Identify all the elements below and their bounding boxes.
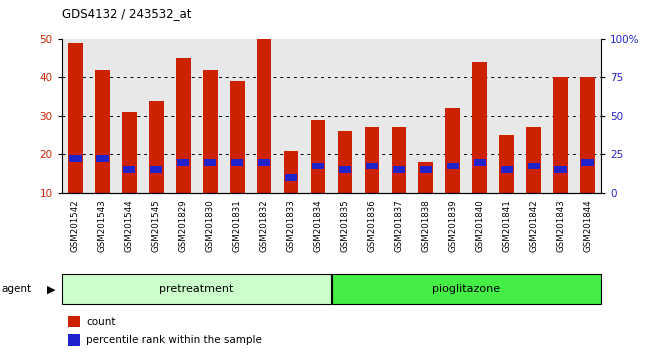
Bar — [68, 335, 80, 346]
Bar — [499, 135, 514, 193]
Bar — [553, 78, 568, 193]
Bar — [445, 108, 460, 193]
Bar — [447, 162, 459, 170]
Bar — [420, 166, 432, 173]
Text: percentile rank within the sample: percentile rank within the sample — [86, 335, 263, 345]
Bar — [123, 166, 135, 173]
Bar — [177, 159, 189, 166]
Bar — [393, 166, 405, 173]
Bar — [312, 162, 324, 170]
Bar — [526, 127, 541, 193]
Bar — [366, 162, 378, 170]
Bar — [391, 127, 406, 193]
Bar — [554, 166, 567, 173]
Bar — [473, 62, 488, 193]
Bar — [339, 166, 351, 173]
Bar — [311, 120, 326, 193]
Bar — [258, 159, 270, 166]
Bar — [419, 162, 434, 193]
Bar — [68, 316, 80, 327]
Bar — [332, 274, 601, 304]
Bar — [582, 159, 594, 166]
Bar — [231, 159, 243, 166]
Bar — [365, 127, 380, 193]
Text: ▶: ▶ — [47, 284, 55, 295]
Bar — [149, 101, 164, 193]
Bar — [337, 131, 352, 193]
Bar — [229, 81, 244, 193]
Bar — [62, 274, 331, 304]
Bar — [474, 159, 486, 166]
Bar — [500, 166, 513, 173]
Text: GDS4132 / 243532_at: GDS4132 / 243532_at — [62, 7, 191, 20]
Bar — [150, 166, 162, 173]
Bar — [204, 159, 216, 166]
Bar — [580, 78, 595, 193]
Bar — [96, 155, 109, 162]
Bar — [176, 58, 190, 193]
Text: pretreatment: pretreatment — [159, 284, 234, 295]
Bar — [69, 155, 81, 162]
Bar — [122, 112, 136, 193]
Bar — [203, 70, 218, 193]
Text: agent: agent — [1, 284, 31, 295]
Text: count: count — [86, 317, 116, 327]
Bar — [283, 150, 298, 193]
Bar — [257, 39, 272, 193]
Bar — [95, 70, 110, 193]
Bar — [528, 162, 540, 170]
Text: pioglitazone: pioglitazone — [432, 284, 500, 295]
Bar — [285, 174, 297, 181]
Bar — [68, 43, 83, 193]
